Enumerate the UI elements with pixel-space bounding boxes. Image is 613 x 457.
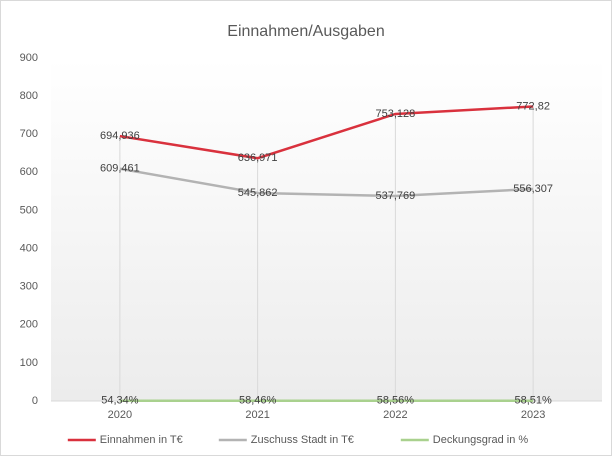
y-tick-label: 200 bbox=[20, 319, 38, 331]
y-tick-label: 400 bbox=[20, 242, 38, 254]
y-tick-label: 700 bbox=[20, 128, 38, 140]
data-label: 636,971 bbox=[238, 152, 278, 164]
x-tick-label: 2021 bbox=[245, 409, 269, 421]
legend-label: Zuschuss Stadt in T€ bbox=[251, 434, 354, 446]
legend-label: Einnahmen in T€ bbox=[100, 434, 183, 446]
y-tick-label: 600 bbox=[20, 166, 38, 178]
y-tick-label: 100 bbox=[20, 357, 38, 369]
y-tick-label: 500 bbox=[20, 204, 38, 216]
legend-label: Deckungsgrad in % bbox=[433, 434, 529, 446]
data-label: 753,128 bbox=[375, 108, 415, 120]
series-line bbox=[119, 167, 534, 198]
data-label: 58,51% bbox=[514, 395, 552, 407]
data-label: 545,862 bbox=[238, 187, 278, 199]
y-tick-label: 300 bbox=[20, 281, 38, 293]
y-tick-label: 800 bbox=[20, 90, 38, 102]
chart-title: Einnahmen/Ausgaben bbox=[227, 23, 384, 40]
data-label: 609,461 bbox=[100, 163, 140, 175]
x-tick-label: 2023 bbox=[521, 409, 545, 421]
data-label: 772,82 bbox=[516, 100, 550, 112]
series-line bbox=[119, 105, 534, 160]
data-label: 537,769 bbox=[375, 190, 415, 202]
data-label: 694,936 bbox=[100, 130, 140, 142]
data-label: 58,56% bbox=[377, 395, 415, 407]
y-tick-label: 0 bbox=[32, 395, 38, 407]
x-tick-label: 2020 bbox=[108, 409, 132, 421]
x-tick-label: 2022 bbox=[383, 409, 407, 421]
data-label: 556,307 bbox=[513, 183, 553, 195]
plot-area bbox=[51, 58, 602, 401]
y-tick-label: 900 bbox=[20, 52, 38, 64]
data-label: 54,34% bbox=[101, 395, 139, 407]
data-label: 58,46% bbox=[239, 395, 277, 407]
